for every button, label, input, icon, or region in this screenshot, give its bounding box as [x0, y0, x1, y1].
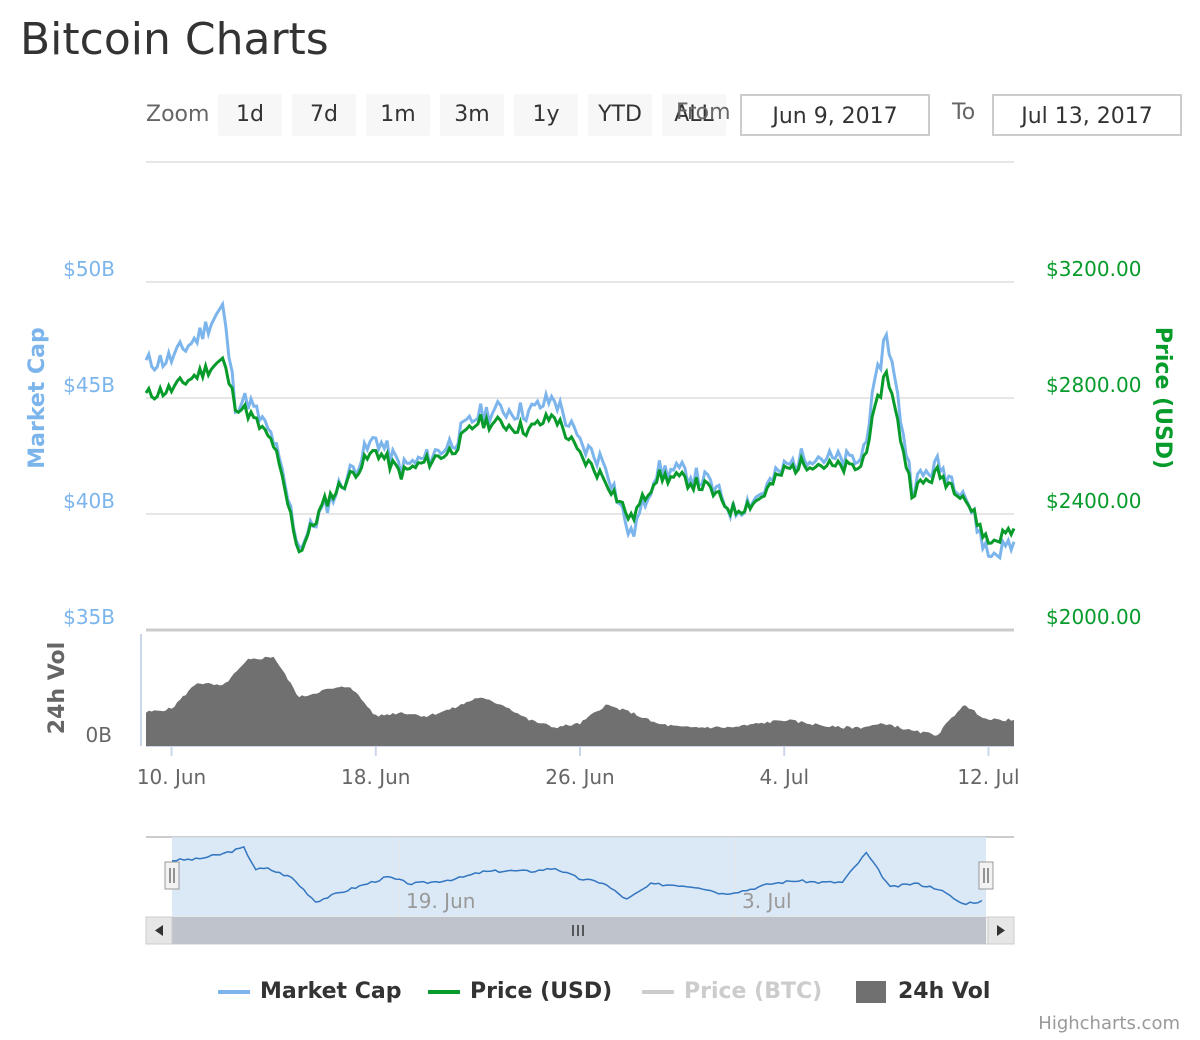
scroll-left-button[interactable]: [145, 916, 173, 945]
legend-item-price-usd[interactable]: Price (USD): [428, 977, 612, 1007]
left-tick-label: $40B: [63, 489, 115, 513]
legend-label: Price (BTC): [684, 979, 823, 1004]
zoom-1m-button[interactable]: 1m: [366, 94, 430, 136]
line-marker-icon: [428, 990, 460, 994]
right-tick-label: $3200.00: [1046, 257, 1141, 281]
legend-label: Price (USD): [470, 979, 613, 1004]
volume-axis-title: 24h Vol: [45, 642, 70, 734]
price-usd-series: [144, 355, 1016, 554]
to-date-input[interactable]: Jul 13, 2017: [992, 94, 1182, 136]
zoom-label: Zoom: [146, 102, 210, 127]
x-axis: 10. Jun 18. Jun 26. Jun 4. Jul 12. Jul: [137, 746, 1020, 789]
scrollbar[interactable]: [145, 916, 1015, 945]
navigator-label: 3. Jul: [742, 889, 792, 913]
navigator-mask[interactable]: [172, 837, 986, 916]
left-axis: $50B $45B $40B $35B Market Cap: [25, 257, 115, 629]
zoom-ytd-button[interactable]: YTD: [588, 94, 652, 136]
legend-item-price-btc[interactable]: Price (BTC): [642, 977, 822, 1007]
zoom-1d-button[interactable]: 1d: [218, 94, 282, 136]
line-marker-icon: [642, 990, 674, 994]
legend-item-24h-vol[interactable]: 24h Vol: [856, 977, 990, 1007]
right-tick-label: $2000.00: [1046, 605, 1141, 629]
left-tick-label: $35B: [63, 605, 115, 629]
legend-label: 24h Vol: [898, 979, 991, 1004]
volume-tick-label: 0B: [86, 723, 112, 747]
x-tick-label: 12. Jul: [957, 765, 1019, 789]
page-title: Bitcoin Charts: [20, 14, 329, 65]
x-tick-label: 10. Jun: [137, 765, 206, 789]
to-label: To: [952, 100, 976, 125]
left-tick-label: $50B: [63, 257, 115, 281]
right-tick-label: $2800.00: [1046, 373, 1141, 397]
navigator-label: 19. Jun: [406, 889, 475, 913]
line-marker-icon: [218, 990, 250, 994]
right-tick-label: $2400.00: [1046, 489, 1141, 513]
navigator[interactable]: 19. Jun 3. Jul: [146, 836, 1014, 916]
legend-label: Market Cap: [260, 979, 402, 1004]
x-tick-label: 18. Jun: [341, 765, 410, 789]
market-cap-series: [144, 299, 1016, 561]
legend: Market Cap Price (USD) Price (BTC) 24h V…: [0, 977, 1200, 1007]
volume-axis: 0B 24h Vol: [45, 634, 142, 747]
square-marker-icon: [856, 981, 886, 1003]
x-tick-label: 4. Jul: [759, 765, 809, 789]
right-axis: $3200.00 $2800.00 $2400.00 $2000.00 Pric…: [1046, 257, 1175, 629]
zoom-all-button[interactable]: ALL: [662, 94, 726, 136]
from-date-input[interactable]: Jun 9, 2017: [740, 94, 930, 136]
volume-series: [146, 656, 1014, 746]
from-label: From: [676, 100, 731, 125]
right-axis-title: Price (USD): [1150, 327, 1175, 469]
x-tick-label: 26. Jun: [545, 765, 614, 789]
zoom-1y-button[interactable]: 1y: [514, 94, 578, 136]
navigator-left-handle[interactable]: [164, 861, 180, 890]
scroll-right-button[interactable]: [987, 916, 1015, 945]
credits-link[interactable]: Highcharts.com: [1038, 1013, 1180, 1034]
zoom-3m-button[interactable]: 3m: [440, 94, 504, 136]
zoom-7d-button[interactable]: 7d: [292, 94, 356, 136]
navigator-right-handle[interactable]: [978, 861, 994, 890]
arrow-right-icon: [997, 925, 1005, 936]
scrollbar-thumb[interactable]: [172, 917, 986, 944]
legend-item-market-cap[interactable]: Market Cap: [218, 977, 401, 1007]
left-axis-title: Market Cap: [25, 327, 50, 468]
navigator-series: [171, 845, 983, 906]
left-tick-label: $45B: [63, 373, 115, 397]
arrow-left-icon: [155, 925, 163, 936]
